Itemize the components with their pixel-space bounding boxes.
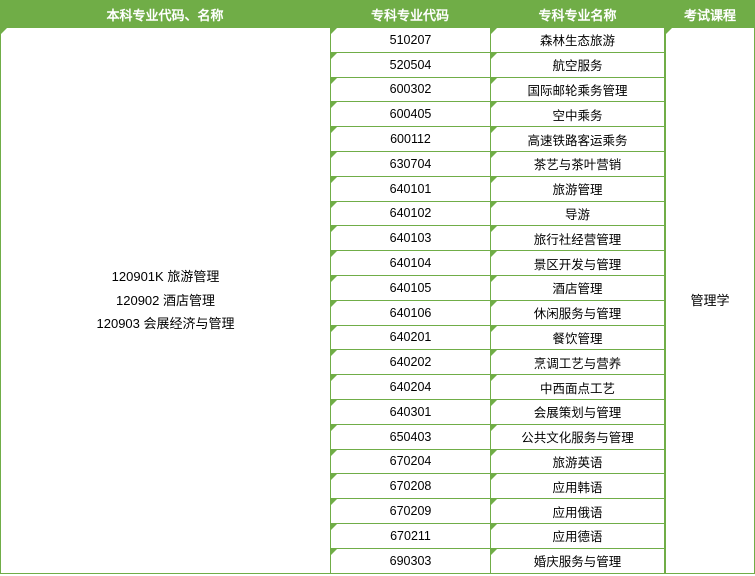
specialty-code-cell: 630704 xyxy=(330,152,490,177)
specialty-name-cell: 森林生态旅游 xyxy=(490,28,665,53)
undergraduate-major-line: 120903 会展经济与管理 xyxy=(97,312,235,335)
specialty-code-cell: 640201 xyxy=(330,326,490,351)
table-row: 510207森林生态旅游 xyxy=(330,28,665,53)
table-row: 640204中西面点工艺 xyxy=(330,375,665,400)
specialty-name-cell: 茶艺与茶叶营销 xyxy=(490,152,665,177)
specialty-code-cell: 510207 xyxy=(330,28,490,53)
table-row: 650403公共文化服务与管理 xyxy=(330,425,665,450)
specialty-code-cell: 600112 xyxy=(330,127,490,152)
specialty-name-cell: 会展策划与管理 xyxy=(490,400,665,425)
specialty-code-cell: 670208 xyxy=(330,474,490,499)
specialty-name-cell: 航空服务 xyxy=(490,53,665,78)
specialty-code-cell: 640301 xyxy=(330,400,490,425)
header-col4: 考试课程 xyxy=(665,0,755,29)
table-row: 640104景区开发与管理 xyxy=(330,251,665,276)
specialty-name-cell: 婚庆服务与管理 xyxy=(490,549,665,574)
table-row: 670211应用德语 xyxy=(330,524,665,549)
table-body: 120901K 旅游管理 120902 酒店管理 120903 会展经济与管理 … xyxy=(0,28,755,574)
specialty-name-cell: 旅游管理 xyxy=(490,177,665,202)
table-row: 670208应用韩语 xyxy=(330,474,665,499)
specialty-name-cell: 应用俄语 xyxy=(490,499,665,524)
table-row: 640201餐饮管理 xyxy=(330,326,665,351)
specialty-name-cell: 应用德语 xyxy=(490,524,665,549)
specialty-code-cell: 640102 xyxy=(330,202,490,227)
specialty-name-cell: 中西面点工艺 xyxy=(490,375,665,400)
specialty-code-cell: 670211 xyxy=(330,524,490,549)
specialty-code-cell: 600302 xyxy=(330,78,490,103)
table-row: 670204旅游英语 xyxy=(330,450,665,475)
table-row: 640103旅行社经营管理 xyxy=(330,226,665,251)
specialty-code-cell: 640105 xyxy=(330,276,490,301)
table-row: 640106休闲服务与管理 xyxy=(330,301,665,326)
specialty-name-cell: 景区开发与管理 xyxy=(490,251,665,276)
specialty-name-cell: 休闲服务与管理 xyxy=(490,301,665,326)
undergraduate-major-line: 120901K 旅游管理 xyxy=(112,265,220,288)
specialty-code-cell: 640204 xyxy=(330,375,490,400)
table-row: 600405空中乘务 xyxy=(330,102,665,127)
table-row: 600112高速铁路客运乘务 xyxy=(330,127,665,152)
specialty-name-cell: 旅行社经营管理 xyxy=(490,226,665,251)
specialty-code-cell: 650403 xyxy=(330,425,490,450)
specialty-name-cell: 旅游英语 xyxy=(490,450,665,475)
table-header-row: 本科专业代码、名称 专科专业代码 专科专业名称 考试课程 xyxy=(0,0,755,28)
specialty-code-cell: 640103 xyxy=(330,226,490,251)
specialty-code-cell: 640104 xyxy=(330,251,490,276)
specialty-code-cell: 640101 xyxy=(330,177,490,202)
specialty-name-cell: 烹调工艺与营养 xyxy=(490,350,665,375)
specialty-rows-container: 510207森林生态旅游520504航空服务600302国际邮轮乘务管理6004… xyxy=(330,28,665,574)
header-col3: 专科专业名称 xyxy=(490,0,665,29)
header-col2: 专科专业代码 xyxy=(330,0,490,29)
undergraduate-major-line: 120902 酒店管理 xyxy=(116,289,215,312)
exam-course-cell: 管理学 xyxy=(665,28,755,574)
specialty-code-cell: 520504 xyxy=(330,53,490,78)
table-row: 600302国际邮轮乘务管理 xyxy=(330,78,665,103)
table-row: 690303婚庆服务与管理 xyxy=(330,549,665,574)
specialty-code-cell: 640106 xyxy=(330,301,490,326)
header-col1: 本科专业代码、名称 xyxy=(0,0,330,29)
specialty-name-cell: 空中乘务 xyxy=(490,102,665,127)
table-row: 670209应用俄语 xyxy=(330,499,665,524)
specialty-name-cell: 导游 xyxy=(490,202,665,227)
specialty-name-cell: 餐饮管理 xyxy=(490,326,665,351)
specialty-code-cell: 690303 xyxy=(330,549,490,574)
specialty-code-cell: 670209 xyxy=(330,499,490,524)
specialty-name-cell: 酒店管理 xyxy=(490,276,665,301)
table-row: 640102导游 xyxy=(330,202,665,227)
specialty-name-cell: 应用韩语 xyxy=(490,474,665,499)
specialty-code-cell: 640202 xyxy=(330,350,490,375)
exam-course-text: 管理学 xyxy=(690,289,729,312)
table-row: 640301会展策划与管理 xyxy=(330,400,665,425)
majors-table: 本科专业代码、名称 专科专业代码 专科专业名称 考试课程 120901K 旅游管… xyxy=(0,0,755,574)
table-row: 640101旅游管理 xyxy=(330,177,665,202)
undergraduate-majors-cell: 120901K 旅游管理 120902 酒店管理 120903 会展经济与管理 xyxy=(0,28,330,574)
specialty-code-cell: 670204 xyxy=(330,450,490,475)
specialty-name-cell: 高速铁路客运乘务 xyxy=(490,127,665,152)
table-row: 640202烹调工艺与营养 xyxy=(330,350,665,375)
table-row: 520504航空服务 xyxy=(330,53,665,78)
table-row: 630704茶艺与茶叶营销 xyxy=(330,152,665,177)
specialty-name-cell: 国际邮轮乘务管理 xyxy=(490,78,665,103)
specialty-name-cell: 公共文化服务与管理 xyxy=(490,425,665,450)
specialty-code-cell: 600405 xyxy=(330,102,490,127)
table-row: 640105酒店管理 xyxy=(330,276,665,301)
